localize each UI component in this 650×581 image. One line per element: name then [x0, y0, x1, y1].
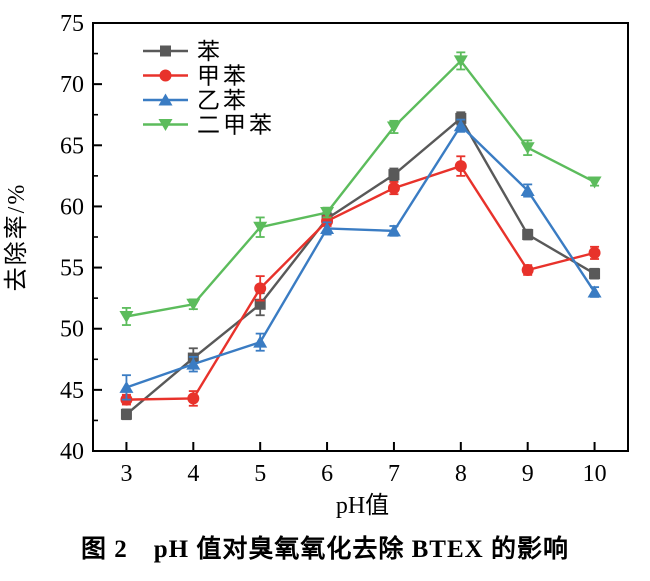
legend-label: 甲苯	[197, 64, 249, 89]
x-axis-label: pH值	[336, 492, 389, 519]
legend-item-2: 乙苯	[143, 88, 249, 113]
legend-label: 乙苯	[197, 88, 249, 113]
x-tick-label: 4	[187, 461, 199, 487]
data-point-marker	[320, 207, 335, 220]
x-tick-label: 6	[321, 461, 333, 487]
data-point-marker	[253, 221, 268, 234]
y-tick-label: 70	[60, 72, 84, 98]
x-tick-label: 3	[120, 461, 132, 487]
x-tick-label: 10	[583, 461, 607, 487]
y-axis-label: 去除率/%	[3, 183, 30, 292]
data-point-marker	[520, 142, 535, 155]
legend-label: 苯	[197, 39, 223, 64]
series-line	[126, 59, 596, 318]
legend-item-1: 甲苯	[143, 64, 249, 89]
data-point-marker	[254, 282, 267, 295]
legend-marker	[158, 119, 173, 131]
data-point-marker	[120, 408, 132, 420]
x-tick-label: 8	[455, 461, 467, 487]
legend-label: 二甲苯	[197, 113, 275, 138]
plot-border	[92, 22, 629, 452]
data-point-marker	[520, 184, 535, 197]
data-point-marker	[386, 224, 401, 237]
y-axis: 40 45 50 55 60 65 70 75 去除率/%	[3, 11, 102, 465]
data-point-marker	[186, 357, 201, 370]
y-tick-label: 75	[60, 11, 84, 37]
data-point-marker	[386, 121, 401, 134]
data-point-marker	[588, 246, 601, 259]
data-point-marker	[454, 160, 467, 173]
data-point-marker	[522, 229, 534, 241]
data-point-marker	[187, 392, 200, 405]
series-line	[126, 164, 595, 401]
data-point-marker	[186, 298, 201, 311]
legend-marker	[160, 45, 171, 57]
y-tick-label: 60	[60, 194, 84, 220]
data-point-marker	[254, 298, 266, 310]
data-point-marker	[453, 55, 468, 68]
legend: 苯 甲苯 乙苯 二甲苯	[143, 39, 275, 138]
data-point-marker	[521, 264, 534, 277]
data-point-marker	[119, 380, 134, 393]
series-line	[125, 116, 596, 416]
data-point-marker	[589, 268, 601, 280]
legend-item-0: 苯	[143, 39, 223, 64]
x-tick-label: 7	[388, 461, 400, 487]
legend-marker	[158, 93, 173, 106]
data-point-marker	[119, 310, 134, 323]
data-point-marker	[387, 182, 400, 195]
figure-caption: 图 2 pH 值对臭氧氧化去除 BTEX 的影响	[81, 536, 569, 563]
series-line	[126, 123, 596, 389]
series-3	[119, 51, 602, 326]
y-tick-label: 40	[60, 439, 84, 465]
data-point-marker	[253, 335, 268, 348]
y-tick-label: 65	[60, 133, 84, 159]
y-tick-label: 45	[60, 378, 84, 404]
data-point-marker	[455, 112, 467, 124]
series-2	[119, 118, 602, 401]
legend-item-3: 二甲苯	[143, 113, 275, 138]
data-point-marker	[453, 119, 468, 132]
y-tick-label: 50	[60, 317, 84, 343]
data-point-marker	[587, 176, 602, 189]
x-tick-label: 9	[522, 461, 534, 487]
data-point-marker	[587, 285, 602, 298]
y-tick-label: 55	[60, 256, 84, 282]
data-point-marker	[388, 169, 400, 181]
x-axis: 3 4 5 6 7 8 9 10 pH值	[120, 442, 607, 519]
data-point-marker	[320, 221, 335, 234]
legend-marker	[159, 69, 172, 82]
x-tick-label: 5	[254, 461, 266, 487]
series-1	[120, 155, 601, 407]
